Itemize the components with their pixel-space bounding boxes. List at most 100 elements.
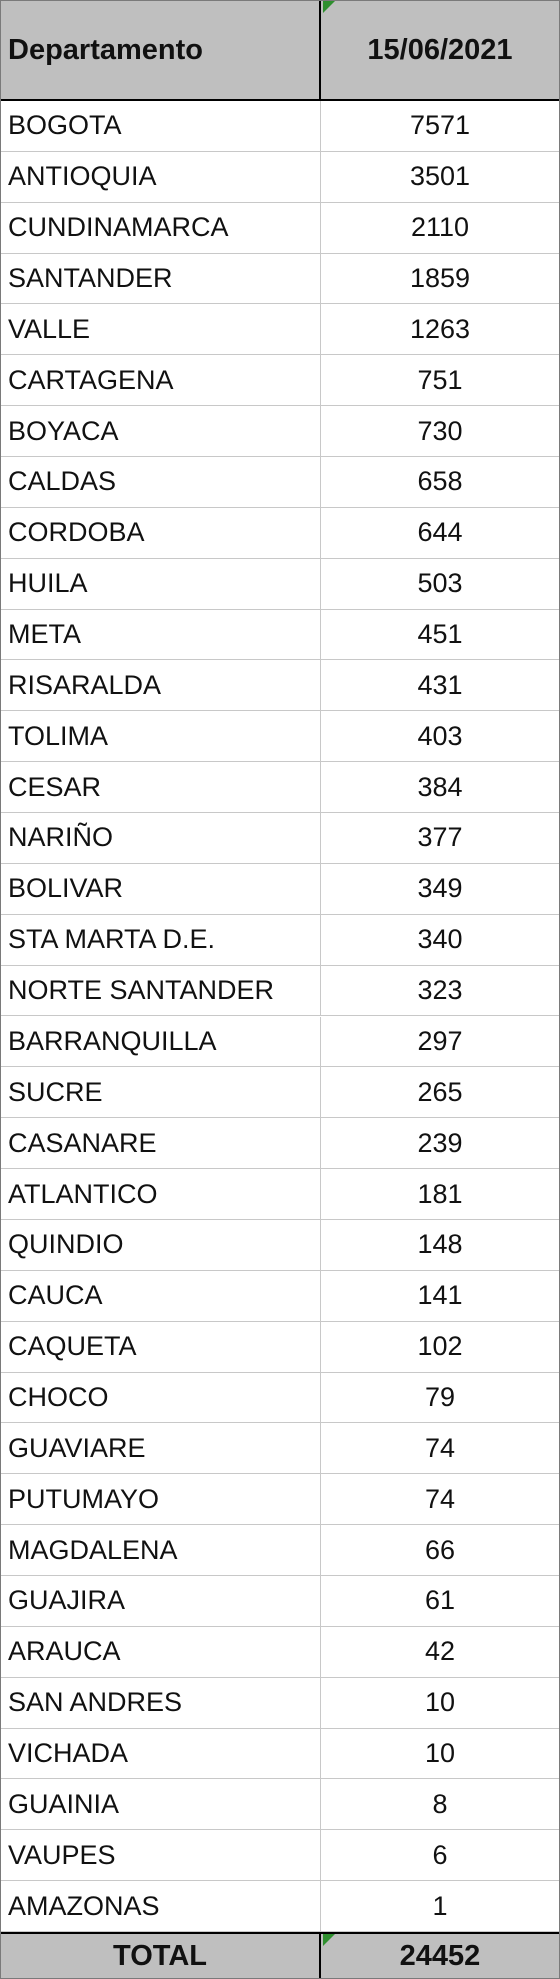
value-cell[interactable]: 503 (417, 568, 463, 599)
department-cell[interactable]: CAQUETA (1, 1321, 321, 1372)
table-row: CASANARE 239 (1, 1118, 559, 1170)
value-cell[interactable]: 10 (424, 1687, 456, 1718)
value-cell[interactable]: 239 (417, 1127, 463, 1158)
table-row: CESAR 384 (1, 762, 559, 814)
value-cell[interactable]: 265 (417, 1076, 463, 1107)
department-cell[interactable]: BOLIVAR (1, 863, 321, 914)
total-label[interactable]: TOTAL (1, 1934, 321, 1978)
total-row: TOTAL 24452 (1, 1932, 559, 1978)
table-row: CHOCO 79 (1, 1372, 559, 1424)
value-cell[interactable]: 1 (432, 1890, 448, 1921)
table-row: RISARALDA 431 (1, 660, 559, 712)
value-cell[interactable]: 384 (417, 771, 463, 802)
value-cell[interactable]: 74 (424, 1483, 456, 1514)
value-cell[interactable]: 148 (417, 1229, 463, 1260)
value-cell[interactable]: 751 (417, 364, 463, 395)
table-row: MAGDALENA 66 (1, 1525, 559, 1576)
department-cell[interactable]: HUILA (1, 558, 321, 609)
department-cell[interactable]: CARTAGENA (1, 355, 321, 406)
department-cell[interactable]: PUTUMAYO (1, 1474, 321, 1525)
total-value[interactable]: 24452 (399, 1939, 481, 1972)
department-cell[interactable]: CALDAS (1, 457, 321, 507)
department-cell[interactable]: CUNDINAMARCA (1, 202, 321, 253)
value-cell[interactable]: 323 (417, 975, 463, 1006)
department-cell[interactable]: GUAJIRA (1, 1575, 321, 1626)
department-cell[interactable]: GUAINIA (1, 1779, 321, 1830)
value-cell[interactable]: 644 (417, 517, 463, 548)
value-cell[interactable]: 2110 (410, 212, 470, 243)
table-row: BOYACA 730 (1, 406, 559, 458)
value-cell[interactable]: 181 (417, 1178, 463, 1209)
department-cell[interactable]: CAUCA (1, 1270, 321, 1321)
table-row: NORTE SANTANDER 323 (1, 965, 559, 1017)
department-cell[interactable]: BOGOTA (1, 101, 321, 151)
value-cell[interactable]: 42 (424, 1636, 456, 1667)
value-cell[interactable]: 7571 (409, 110, 471, 141)
value-cell[interactable]: 451 (417, 619, 463, 650)
value-cell[interactable]: 66 (424, 1534, 456, 1565)
value-cell[interactable]: 431 (417, 669, 463, 700)
table-row: ARAUCA 42 (1, 1626, 559, 1678)
department-cell[interactable]: BOYACA (1, 406, 321, 457)
department-cell[interactable]: ARAUCA (1, 1626, 321, 1677)
department-cell[interactable]: ATLANTICO (1, 1169, 321, 1219)
value-cell[interactable]: 6 (432, 1839, 448, 1870)
department-cell[interactable]: VALLE (1, 304, 321, 355)
department-cell[interactable]: MAGDALENA (1, 1525, 321, 1575)
department-cell[interactable]: QUINDIO (1, 1219, 321, 1270)
value-cell[interactable]: 1859 (409, 263, 471, 293)
header-department[interactable]: Departamento (1, 1, 321, 99)
table-row: CALDAS 658 (1, 457, 559, 508)
department-cell[interactable]: VAUPES (1, 1830, 321, 1881)
table-row: CARTAGENA 751 (1, 355, 559, 407)
department-cell[interactable]: BARRANQUILLA (1, 1016, 321, 1067)
value-cell[interactable]: 74 (424, 1432, 456, 1463)
table-row: TOLIMA 403 (1, 711, 559, 763)
table-row: ATLANTICO 181 (1, 1169, 559, 1220)
department-cell[interactable]: NARIÑO (1, 813, 321, 863)
value-cell[interactable]: 658 (417, 466, 463, 497)
department-cell[interactable]: SANTANDER (1, 253, 321, 304)
header-date[interactable]: 15/06/2021 (367, 33, 513, 66)
value-cell[interactable]: 297 (417, 1025, 463, 1056)
value-cell[interactable]: 349 (417, 873, 463, 904)
department-cell[interactable]: CASANARE (1, 1118, 321, 1169)
value-cell[interactable]: 61 (424, 1585, 456, 1616)
value-cell[interactable]: 10 (424, 1737, 456, 1768)
value-cell[interactable]: 141 (417, 1280, 463, 1311)
department-cell[interactable]: NORTE SANTANDER (1, 965, 321, 1016)
value-cell[interactable]: 102 (417, 1331, 463, 1362)
table-row: VAUPES 6 (1, 1830, 559, 1882)
department-cell[interactable]: CORDOBA (1, 507, 321, 558)
department-cell[interactable]: CESAR (1, 762, 321, 813)
table-row: CORDOBA 644 (1, 507, 559, 559)
table-row: CUNDINAMARCA 2110 (1, 202, 559, 254)
value-cell[interactable]: 377 (417, 822, 463, 853)
value-cell[interactable]: 8 (432, 1788, 448, 1819)
table-row: GUAVIARE 74 (1, 1423, 559, 1475)
department-cell[interactable]: GUAVIARE (1, 1423, 321, 1474)
value-cell[interactable]: 1263 (409, 313, 471, 344)
value-cell[interactable]: 79 (424, 1381, 456, 1412)
value-cell[interactable]: 340 (417, 924, 463, 955)
department-cell[interactable]: VICHADA (1, 1728, 321, 1779)
department-cell[interactable]: RISARALDA (1, 660, 321, 711)
value-cell[interactable]: 403 (417, 720, 463, 751)
cell-comment-marker-icon (323, 1, 335, 13)
table-row: NARIÑO 377 (1, 813, 559, 864)
table-row: VICHADA 10 (1, 1728, 559, 1780)
value-cell[interactable]: 730 (417, 415, 463, 446)
table-row: GUAINIA 8 (1, 1779, 559, 1831)
department-cell[interactable]: CHOCO (1, 1372, 321, 1423)
header-row: Departamento 15/06/2021 (1, 1, 559, 101)
table-row: BARRANQUILLA 297 (1, 1016, 559, 1068)
table-row: BOGOTA 7571 (1, 101, 559, 152)
value-cell[interactable]: 3501 (409, 161, 471, 192)
department-cell[interactable]: META (1, 609, 321, 660)
department-cell[interactable]: SUCRE (1, 1067, 321, 1118)
department-cell[interactable]: STA MARTA D.E. (1, 914, 321, 965)
department-cell[interactable]: TOLIMA (1, 711, 321, 762)
department-cell[interactable]: SAN ANDRES (1, 1677, 321, 1728)
department-cell[interactable]: AMAZONAS (1, 1881, 321, 1931)
department-cell[interactable]: ANTIOQUIA (1, 151, 321, 202)
